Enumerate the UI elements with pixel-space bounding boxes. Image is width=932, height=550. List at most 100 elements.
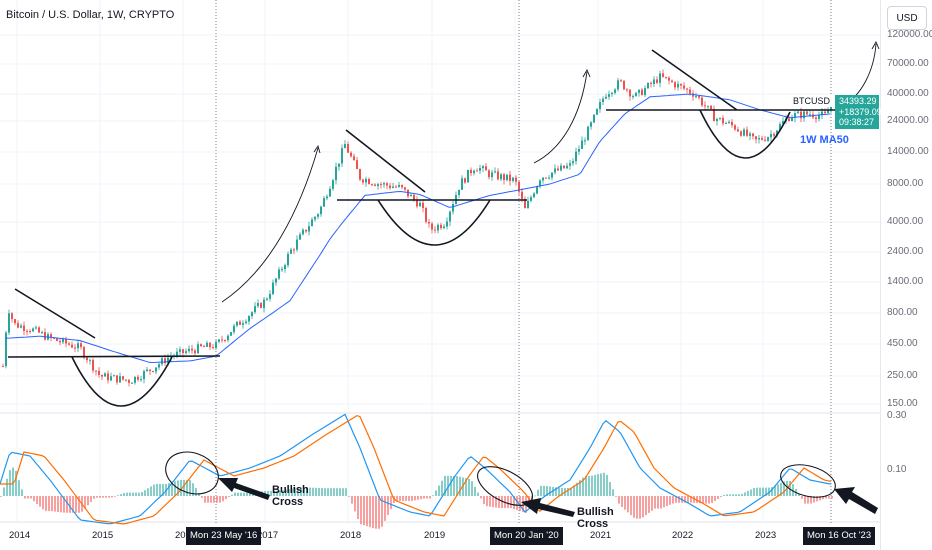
macd-hist-bar bbox=[102, 496, 104, 498]
candle-body bbox=[176, 351, 178, 356]
macd-hist-bar bbox=[456, 476, 458, 496]
macd-hist-bar bbox=[471, 481, 473, 496]
price-candles bbox=[2, 69, 832, 387]
macd-hist-bar bbox=[141, 492, 143, 496]
macd-hist-bar bbox=[621, 496, 623, 507]
candle-body bbox=[56, 338, 58, 341]
candle-body bbox=[656, 79, 658, 83]
macd-hist-bar bbox=[537, 489, 539, 496]
macd-hist-bar bbox=[720, 496, 722, 497]
candle-body bbox=[368, 178, 370, 185]
candle-body bbox=[590, 122, 592, 127]
macd-hist-bar bbox=[741, 493, 743, 496]
candle-body bbox=[545, 177, 547, 179]
candle-body bbox=[41, 332, 43, 334]
big-arrow bbox=[834, 487, 878, 514]
macd-hist-bar bbox=[804, 496, 806, 504]
candle-body bbox=[182, 349, 184, 354]
candle-body bbox=[521, 191, 523, 199]
macd-hist-bar bbox=[402, 496, 404, 502]
candle-body bbox=[23, 325, 25, 331]
candle-body bbox=[326, 196, 328, 199]
macd-hist-bar bbox=[72, 496, 74, 513]
candle-body bbox=[518, 181, 520, 192]
event-lines bbox=[215, 0, 832, 525]
candle-body bbox=[98, 370, 100, 375]
big-arrow bbox=[218, 478, 270, 500]
macd-hist-bar bbox=[792, 484, 794, 496]
macd-hist-bar bbox=[192, 483, 194, 496]
candle-body bbox=[815, 117, 817, 119]
candle-body bbox=[209, 342, 211, 348]
axis-separator bbox=[880, 0, 881, 550]
candle-body bbox=[101, 374, 103, 377]
candle-body bbox=[728, 121, 730, 123]
macd-hist-bar bbox=[282, 490, 284, 496]
candle-body bbox=[704, 105, 706, 107]
macd-hist-bar bbox=[609, 482, 611, 496]
macd-hist-bar bbox=[693, 496, 695, 503]
candle-body bbox=[692, 93, 694, 97]
candle-body bbox=[308, 226, 310, 232]
candle-body bbox=[272, 282, 274, 295]
macd-hist-bar bbox=[498, 496, 500, 508]
candle-body bbox=[161, 358, 163, 365]
macd-hist-bar bbox=[315, 487, 317, 496]
macd-hist-bar bbox=[627, 496, 629, 513]
candle-body bbox=[572, 161, 574, 164]
macd-hist-bar bbox=[357, 496, 359, 520]
price-tick-label: 800.00 bbox=[887, 307, 918, 318]
macd-hist-bar bbox=[354, 496, 356, 512]
macd-hist-bar bbox=[717, 496, 719, 499]
macd-hist-bar bbox=[708, 496, 710, 504]
candle-body bbox=[257, 302, 259, 307]
macd-hist-bar bbox=[810, 496, 812, 504]
macd-hist-bar bbox=[543, 485, 545, 496]
macd-hist-bar bbox=[753, 488, 755, 496]
candle-body bbox=[749, 133, 751, 136]
candle-body bbox=[725, 122, 727, 124]
price-tick-label: 8000.00 bbox=[887, 178, 924, 189]
macd-hist-bar bbox=[582, 477, 584, 496]
macd-hist-bar bbox=[426, 496, 428, 499]
candle-body bbox=[662, 73, 664, 77]
macd-hist-bar bbox=[219, 496, 221, 503]
macd-hist-bar bbox=[213, 496, 215, 503]
macd-hist-bar bbox=[705, 496, 707, 504]
candle-body bbox=[329, 188, 331, 197]
candle-body bbox=[824, 111, 826, 114]
candle-body bbox=[716, 118, 718, 122]
macd-hist-bar bbox=[174, 481, 176, 496]
price-tick-label: 450.00 bbox=[887, 338, 918, 349]
candle-body bbox=[284, 265, 286, 270]
macd-hist-bar bbox=[408, 496, 410, 502]
macd-hist-bar bbox=[624, 496, 626, 510]
macd-hist-bar bbox=[171, 482, 173, 496]
candle-body bbox=[122, 376, 124, 380]
candle-body bbox=[401, 184, 403, 188]
candle-body bbox=[644, 88, 646, 96]
candle-body bbox=[158, 364, 160, 368]
candle-body bbox=[20, 325, 22, 328]
macd-hist-bar bbox=[420, 496, 422, 500]
macd-hist-bar bbox=[510, 496, 512, 509]
candle-body bbox=[251, 312, 253, 317]
currency-button[interactable]: USD bbox=[887, 6, 927, 30]
trendline bbox=[14, 288, 96, 339]
last-price-tag: 34393.29 +18379.09% 09:38:27 bbox=[835, 95, 890, 129]
macd-hist-bar bbox=[663, 496, 665, 508]
macd-hist-bar bbox=[321, 488, 323, 496]
candle-body bbox=[68, 343, 70, 345]
candle-body bbox=[821, 111, 823, 116]
macd-hist-bar bbox=[9, 470, 11, 496]
candle-body bbox=[11, 313, 13, 320]
candle-body bbox=[128, 380, 130, 383]
candle-body bbox=[320, 206, 322, 215]
candle-body bbox=[560, 165, 562, 171]
macd-hist-bar bbox=[690, 496, 692, 503]
macd-hist-bar bbox=[39, 496, 41, 507]
macd-hist-bar bbox=[630, 496, 632, 516]
candle-body bbox=[227, 335, 229, 341]
macd-hist-bar bbox=[732, 494, 734, 496]
macd-hist-bar bbox=[216, 496, 218, 503]
